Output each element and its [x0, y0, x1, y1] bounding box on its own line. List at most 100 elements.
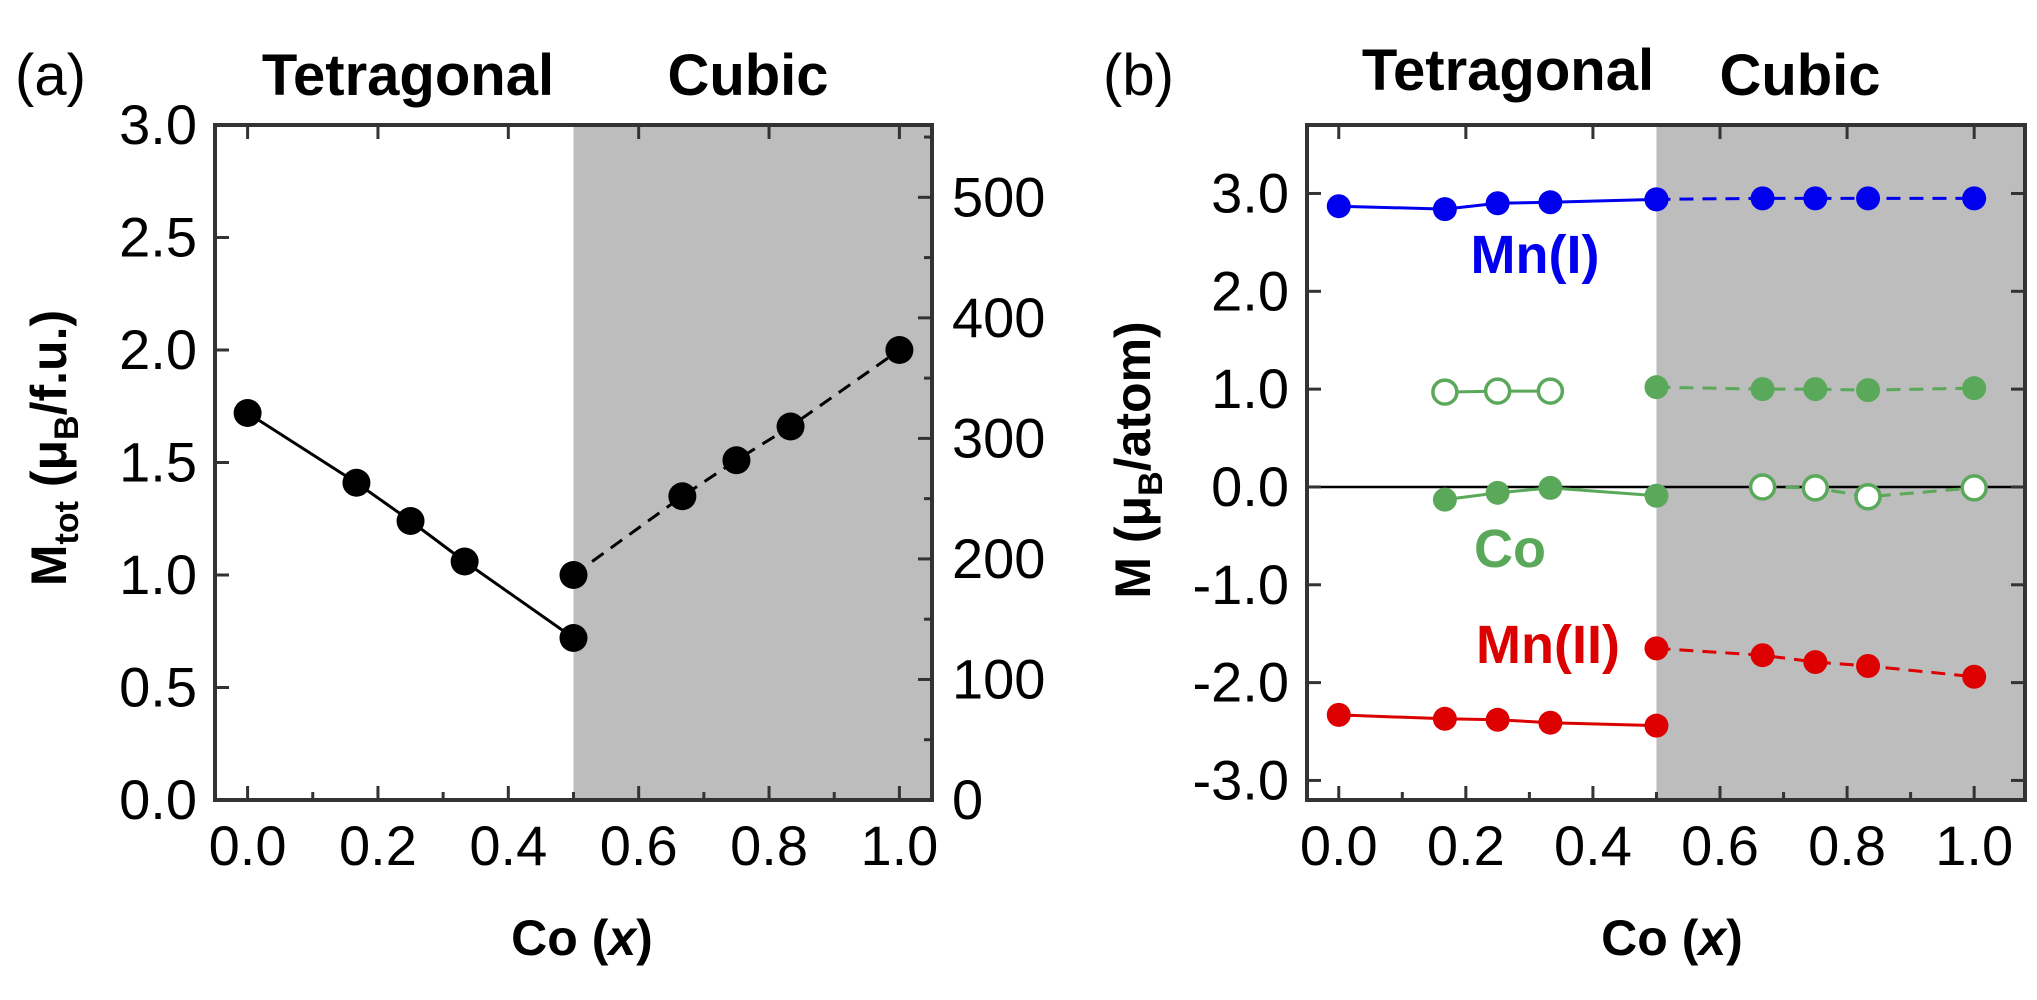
series-line-1 [1656, 196, 1975, 201]
data-point [1485, 191, 1510, 216]
label-mn1: Mn(I) [1471, 225, 1600, 285]
data-point [450, 547, 479, 576]
plot-area-a: 0.0 0.2 0.4 0.6 0.8 1.0 0.0 0.5 1.0 1.5 2.0 2.5 3.0 0… [119, 93, 1045, 877]
panel-a-region-cubic: Cubic [667, 43, 828, 108]
data-point [1483, 377, 1512, 405]
data-point [1856, 653, 1881, 678]
panel-b-y-axis-title: M (μB/atom) [1105, 321, 1170, 598]
data-point [1962, 376, 1987, 401]
panel-b: (b) Tetragonal Cubic 0.0 0.2 0.4 0.6 0.8 1.0 -… [1103, 38, 2027, 966]
data-point [1432, 706, 1457, 731]
y-tick-label: -2.0 [1193, 651, 1290, 714]
x-tick-label: 0.0 [1300, 814, 1378, 877]
data-point [1960, 474, 1988, 502]
data-point [1644, 636, 1669, 661]
data-point [1856, 378, 1881, 403]
y2-tick-label: 200 [952, 527, 1045, 590]
data-point [1644, 375, 1669, 400]
data-point [233, 399, 262, 427]
y-tick-label: 2.5 [119, 206, 197, 269]
data-point [1326, 702, 1351, 727]
panel-b-region-cubic: Cubic [1719, 43, 1880, 108]
label-co: Co [1474, 519, 1546, 579]
data-point [1750, 377, 1775, 402]
data-point [1538, 190, 1563, 215]
cubic-shade-region [573, 125, 932, 800]
data-point [1538, 475, 1563, 500]
data-point [1750, 643, 1775, 668]
data-point [396, 507, 425, 535]
data-point [1748, 473, 1777, 501]
x-tick-label: 0.2 [1427, 814, 1505, 877]
panel-a: (a) Tetragonal Cubic 0.0 0.2 0.4 0.6 0.8 1.00… [15, 43, 1045, 966]
panel-b-x-axis-title: Co (x) [1601, 910, 1743, 966]
y2-tick-label: 300 [952, 406, 1045, 469]
x-tick-label: 0.8 [730, 814, 808, 877]
y-tick-label: 0.5 [119, 656, 197, 719]
data-point [1326, 194, 1351, 219]
data-point [1801, 474, 1830, 502]
axes-frame [1305, 123, 2027, 802]
data-point [559, 624, 588, 652]
y2-tick-label: 100 [952, 647, 1045, 710]
x-tick-label: 0.2 [339, 814, 417, 877]
y-tick-label: 0.0 [119, 768, 197, 831]
x-tick-label: 0.8 [1808, 814, 1886, 877]
x-tick-label: 0.4 [1554, 814, 1632, 877]
data-point [1432, 487, 1457, 512]
y-tick-label: 3.0 [119, 93, 197, 156]
panel-b-letter: (b) [1103, 43, 1174, 108]
data-point [668, 482, 697, 511]
series-line-5 [1762, 485, 1975, 499]
x-tick-label: 1.0 [1935, 814, 2013, 877]
data-point [1644, 713, 1669, 738]
x-tick-label: 0.6 [600, 814, 678, 877]
data-point [1803, 650, 1828, 675]
series-line-4 [1656, 385, 1975, 392]
data-point [1432, 197, 1457, 222]
data-point [1485, 707, 1510, 732]
data-point [1538, 710, 1563, 735]
panel-b-region-tetragonal: Tetragonal [1362, 38, 1654, 103]
y2-tick-label: 400 [952, 286, 1045, 349]
data-point [559, 561, 588, 589]
data-point [722, 446, 751, 475]
y2-tick-label: 0 [952, 768, 983, 831]
panel-a-y-axis-title: Mtot (μB/f.u.) [21, 310, 86, 586]
y-tick-label: 2.0 [1211, 259, 1289, 322]
data-point [1803, 186, 1828, 211]
data-point [1485, 480, 1510, 505]
cubic-shade-region [1656, 125, 2025, 800]
label-mn2: Mn(II) [1476, 615, 1620, 675]
data-point [1803, 377, 1828, 402]
data-point [342, 468, 371, 497]
data-point [1644, 187, 1669, 212]
x-tick-label: 0.4 [469, 814, 547, 877]
y-tick-label: 1.5 [119, 431, 197, 494]
data-point [1962, 664, 1987, 689]
series-line-7 [1656, 646, 1975, 679]
y-tick-label: -3.0 [1193, 748, 1290, 811]
data-point [1750, 186, 1775, 211]
plot-area-b: 0.0 0.2 0.4 0.6 0.8 1.0 -3.0 -2.0 -1.0 0.0 1.0 2.0 3… [1193, 123, 2027, 877]
y-tick-label: 3.0 [1211, 161, 1289, 224]
data-point [1854, 482, 1882, 511]
x-tick-label: 1.0 [860, 814, 938, 877]
y-tick-label: 1.0 [119, 543, 197, 606]
data-point [1431, 378, 1459, 406]
y-tick-label: 0.0 [1211, 455, 1289, 518]
panel-a-letter: (a) [15, 43, 86, 108]
panel-a-region-tetragonal: Tetragonal [262, 43, 554, 108]
data-point [1644, 483, 1669, 508]
data-point [776, 412, 805, 441]
data-point [885, 336, 914, 364]
series-line-3 [1444, 486, 1657, 502]
y-tick-label: 1.0 [1211, 357, 1289, 420]
panel-a-x-axis-title: Co (x) [511, 910, 653, 966]
series-line-1 [572, 348, 901, 577]
data-point [1856, 186, 1881, 211]
x-tick-label: 0.6 [1681, 814, 1759, 877]
y-tick-label: 2.0 [119, 318, 197, 381]
x-tick-label: 0.0 [209, 814, 287, 877]
